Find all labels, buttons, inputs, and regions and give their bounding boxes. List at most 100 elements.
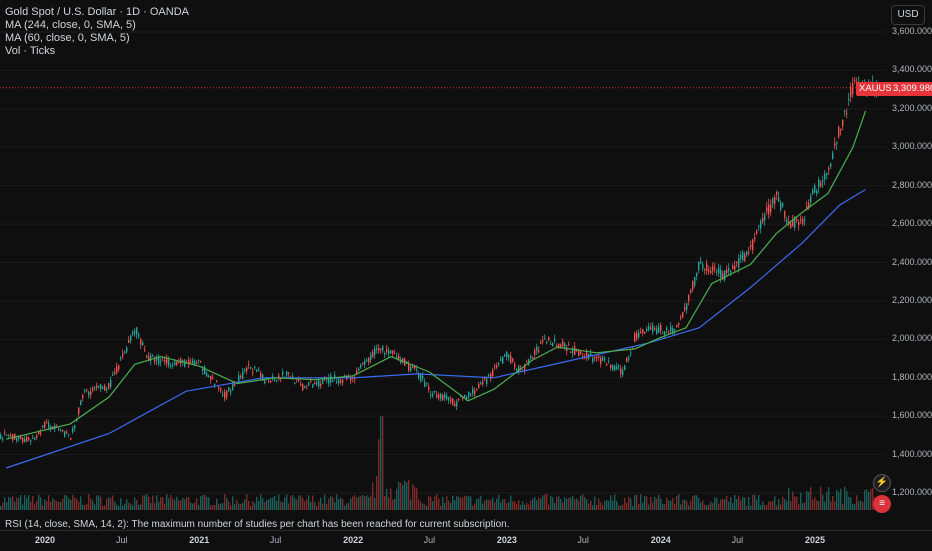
candle-body [264,380,266,384]
volume-bar [646,496,648,510]
volume-bar [166,494,168,510]
volume-bar [14,501,16,510]
candle-body [382,345,384,351]
candle-body [686,303,688,310]
volume-bar [334,502,336,510]
volume-bar [348,502,350,510]
candle-body [162,359,164,361]
volume-bar [616,501,618,510]
candle-body [508,354,510,358]
volume-bar [602,505,604,510]
volume-bar [726,495,728,510]
volume-bar [114,501,116,510]
volume-bar [374,497,376,510]
candle-body [560,344,562,347]
candle-body [414,365,416,369]
volume-bar [30,501,32,510]
volume-bar [740,500,742,510]
candle-body [476,389,478,391]
legend-ma60[interactable]: MA (60, close, 0, SMA, 5) [5,32,130,44]
legend-volume[interactable]: Vol · Ticks [5,45,56,57]
volume-bar [822,494,824,510]
volume-bar [584,497,586,510]
candle-body [178,362,180,364]
volume-bar [564,497,566,510]
volume-bar [694,495,696,510]
volume-bar [286,494,288,510]
volume-bar [78,502,80,510]
candle-body [86,389,88,391]
candle-body [554,339,556,342]
candle-body [332,380,334,382]
candle-body [106,389,108,391]
candle-body [110,379,112,388]
volume-bar [518,500,520,510]
volume-bar [578,500,580,510]
volume-bar [454,500,456,510]
volume-bar [658,494,660,510]
volume-bar [354,495,356,510]
alert-icon[interactable]: ≡ [873,495,891,513]
volume-bar [718,503,720,510]
candle-body [372,351,374,357]
price-chart[interactable] [0,0,886,530]
candle-body [822,180,824,182]
candle-body [114,372,116,375]
candle-body [434,390,436,392]
volume-bar [376,475,378,510]
volume-bar [198,505,200,510]
volume-bar [68,498,70,510]
currency-button[interactable]: USD [891,5,925,25]
legend-ma244[interactable]: MA (244, close, 0, SMA, 5) [5,19,136,31]
volume-bar [266,500,268,510]
time-scale[interactable] [0,530,932,551]
volume-bar [406,482,408,510]
volume-bar [6,502,8,510]
candle-body [518,366,520,373]
ma60-line [6,110,867,440]
volume-bar [848,496,850,510]
candle-body [724,270,726,280]
volume-bar [316,505,318,510]
legend-title[interactable]: Gold Spot / U.S. Dollar · 1D · OANDA [5,6,189,18]
candle-body [182,359,184,362]
candle-body [314,382,316,384]
candle-body [676,324,678,328]
price-scale[interactable]: 3,600.000 3,400.000 3,200.000 3,000.000 2,80… [886,0,932,530]
chart-area[interactable] [0,0,886,530]
volume-bar [752,494,754,510]
candle-body [140,339,142,345]
candle-body [524,364,526,371]
volume-bar [574,499,576,510]
volume-bar [492,497,494,510]
candle-body [174,361,176,366]
candle-body [796,219,798,221]
candle-body [608,361,610,363]
volume-bar [832,495,834,510]
candle-body [610,364,612,368]
lightning-icon[interactable]: ⚡ [873,474,891,492]
volume-bar [458,496,460,510]
volume-bar [508,501,510,510]
volume-bar [868,491,870,510]
volume-bar [770,501,772,510]
candle-body [828,168,830,170]
volume-bar [442,496,444,510]
volume-bar [678,494,680,510]
candle-body [32,437,34,439]
candle-body [248,364,250,366]
volume-bar [370,495,372,510]
candle-body [50,426,52,430]
candle-body [688,294,690,301]
candle-body [410,366,412,371]
volume-bar [506,503,508,510]
candle-body [74,425,76,429]
volume-bar [838,491,840,510]
volume-bar [764,504,766,510]
candle-body [492,370,494,377]
candle-body [96,385,98,388]
volume-bar [596,504,598,510]
candle-body [754,237,756,239]
candle-body [482,381,484,385]
volume-bar [612,500,614,510]
